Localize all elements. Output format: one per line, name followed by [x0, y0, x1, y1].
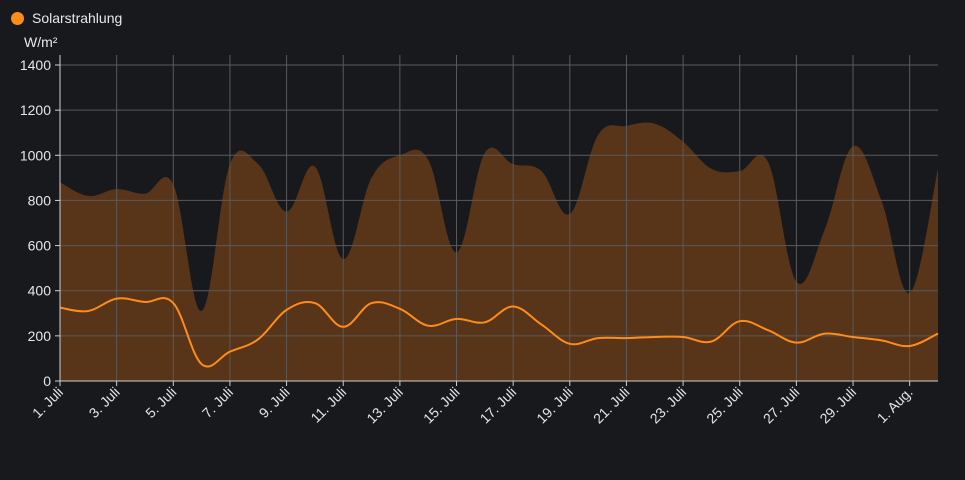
x-tick-label: 13. Juli — [363, 384, 406, 427]
x-tick-label: 15. Juli — [420, 384, 463, 427]
x-tick-label: 3. Juli — [86, 384, 123, 421]
y-tick-label: 400 — [28, 283, 52, 299]
x-tick-label: 27. Juli — [760, 384, 803, 427]
legend-label: Solarstrahlung — [32, 10, 123, 26]
x-tick-label: 23. Juli — [647, 384, 690, 427]
x-tick-label: 29. Juli — [816, 384, 859, 427]
x-tick-label: 17. Juli — [477, 384, 520, 427]
y-tick-label: 0 — [43, 373, 51, 389]
x-tick-label: 1. Juli — [29, 384, 66, 421]
y-tick-label: 200 — [28, 328, 52, 344]
x-tick-label: 21. Juli — [590, 384, 633, 427]
x-tick-label: 19. Juli — [533, 384, 576, 427]
max-radiation-area — [60, 122, 938, 382]
y-axis-unit: W/m² — [24, 34, 58, 50]
y-tick-label: 1000 — [20, 147, 51, 163]
y-tick-label: 800 — [28, 192, 52, 208]
x-tick-label: 25. Juli — [703, 384, 746, 427]
x-tick-label: 11. Juli — [307, 384, 349, 426]
y-tick-label: 600 — [28, 238, 52, 254]
x-tick-label: 5. Juli — [142, 384, 179, 421]
y-tick-label: 1400 — [20, 57, 51, 73]
x-tick-label: 1. Aug. — [874, 384, 916, 426]
avg-radiation-line — [59, 297, 939, 368]
legend-marker-icon — [11, 11, 24, 25]
legend[interactable]: Solarstrahlung — [11, 10, 122, 26]
x-tick-label: 9. Juli — [256, 384, 293, 421]
y-tick-label: 1200 — [20, 102, 51, 118]
x-tick-label: 7. Juli — [199, 384, 236, 421]
